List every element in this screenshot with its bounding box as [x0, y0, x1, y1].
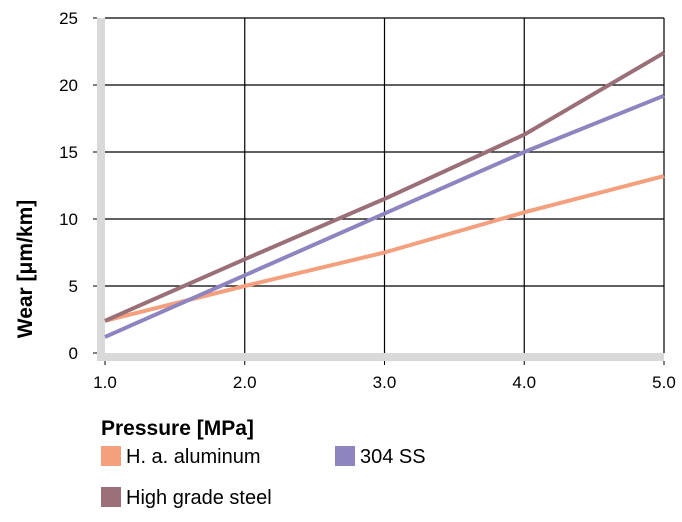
y-axis-band [97, 18, 105, 353]
y-tick-label: 15 [59, 143, 78, 162]
y-tick-label: 25 [59, 9, 78, 28]
y-tick-labels: 0 5 10 15 20 25 [59, 9, 78, 363]
y-tick-label: 5 [69, 277, 78, 296]
legend: H. a. aluminum 304 SS High grade steel [101, 446, 426, 509]
x-tick-label: 4.0 [512, 373, 536, 392]
y-tick-label: 0 [69, 344, 78, 363]
grid-lines [105, 17, 665, 353]
axes [93, 17, 665, 365]
x-axis-title: Pressure [MPa] [101, 417, 254, 440]
x-tick-labels: 1.0 2.0 3.0 4.0 5.0 [93, 373, 676, 392]
y-tick-label: 10 [59, 210, 78, 229]
legend-label: High grade steel [126, 487, 272, 509]
legend-swatch [101, 487, 121, 507]
y-axis-title: Wear [μm/km] [14, 200, 37, 339]
legend-label: H. a. aluminum [126, 446, 261, 468]
legend-swatch [335, 446, 355, 466]
x-tick-label: 5.0 [652, 373, 676, 392]
y-tick-label: 20 [59, 76, 78, 95]
plot-frame [97, 18, 664, 361]
x-tick-label: 3.0 [373, 373, 397, 392]
series-lines [104, 51, 666, 339]
x-axis-band [97, 353, 664, 361]
legend-swatch [101, 446, 121, 466]
x-tick-label: 1.0 [93, 373, 117, 392]
legend-label: 304 SS [360, 446, 426, 468]
series-line [104, 51, 666, 323]
x-tick-label: 2.0 [233, 373, 257, 392]
series-line [104, 93, 665, 339]
